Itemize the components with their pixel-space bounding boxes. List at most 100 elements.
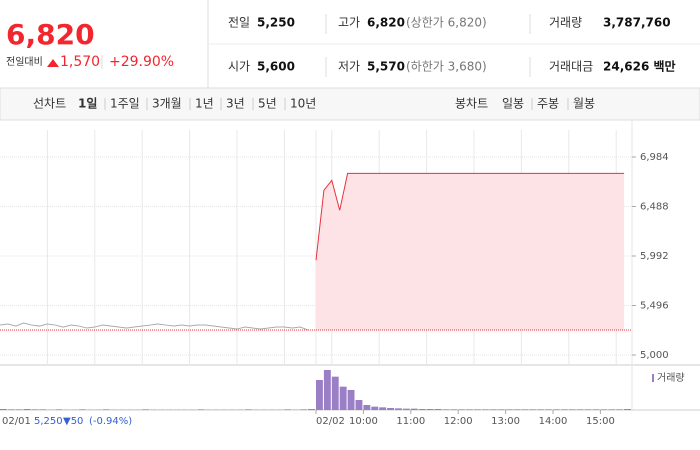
volume-bar bbox=[371, 406, 379, 410]
volume-bar bbox=[576, 409, 584, 410]
volume-bar bbox=[474, 409, 481, 410]
stat-label: 고가 bbox=[338, 16, 360, 30]
volume-bar bbox=[387, 408, 394, 410]
volume-bar bbox=[513, 409, 521, 410]
volume-bar bbox=[55, 409, 63, 410]
volume-bar bbox=[323, 370, 331, 410]
info-pct: (-0.94%) bbox=[89, 416, 132, 427]
stat-value: 3,787,760 bbox=[603, 16, 671, 30]
volume-bar bbox=[434, 409, 442, 410]
stat-value: 24,626 백만 bbox=[603, 59, 676, 74]
volume-bar bbox=[355, 400, 363, 410]
period-tab[interactable]: 1년 bbox=[195, 97, 214, 111]
volume-legend-swatch bbox=[652, 374, 654, 382]
area bbox=[316, 173, 625, 331]
stat-note: (상한가 6,820) bbox=[406, 16, 487, 30]
x-tick-label: 02/01 bbox=[2, 416, 31, 427]
volume-bar bbox=[23, 409, 31, 410]
candle-tab[interactable]: 월봉 bbox=[573, 97, 595, 111]
stat-value: 5,250 bbox=[257, 16, 295, 30]
info-price: 5,250 bbox=[34, 416, 63, 427]
volume-bar bbox=[450, 409, 458, 410]
candle-tab[interactable]: 주봉 bbox=[537, 97, 559, 111]
candle-chart-label: 봉차트 bbox=[455, 97, 488, 111]
volume-bar bbox=[584, 409, 592, 410]
volume-bar bbox=[458, 409, 466, 410]
x-tick-label: 10:00 bbox=[349, 416, 378, 427]
volume-bar bbox=[545, 409, 552, 410]
volume-bar bbox=[316, 380, 323, 410]
volume-bar bbox=[402, 408, 410, 410]
price: 6,820 bbox=[6, 18, 95, 51]
x-tick-label: 12:00 bbox=[444, 416, 473, 427]
volume-bar bbox=[331, 376, 339, 410]
y-tick-label: 5,496 bbox=[640, 301, 669, 312]
period-tab[interactable]: 10년 bbox=[290, 97, 316, 111]
stat-note: (하한가 3,680) bbox=[406, 60, 487, 74]
volume-bar bbox=[608, 409, 616, 410]
x-tick-label: 11:00 bbox=[396, 416, 425, 427]
line-chart-label: 선차트 bbox=[33, 97, 66, 111]
volume-bar bbox=[442, 409, 450, 410]
stat-label: 거래대금 bbox=[549, 60, 593, 74]
change-label: 전일대비 bbox=[6, 56, 43, 68]
info-change: ▼50 bbox=[63, 416, 83, 427]
volume-bar bbox=[537, 409, 545, 410]
tab-bar bbox=[0, 87, 700, 121]
volume-bar bbox=[505, 409, 513, 410]
volume-bar bbox=[7, 409, 15, 410]
volume-bar bbox=[592, 409, 600, 410]
volume-bar bbox=[244, 409, 252, 410]
period-tab[interactable]: 3년 bbox=[226, 97, 245, 111]
x-tick-label: 14:00 bbox=[539, 416, 568, 427]
volume-bar bbox=[284, 409, 292, 410]
volume-bar bbox=[308, 409, 315, 410]
period-tab[interactable]: 1일 bbox=[78, 97, 97, 111]
volume-bar bbox=[79, 409, 86, 410]
y-tick-label: 6,984 bbox=[640, 152, 669, 163]
price-line bbox=[0, 322, 309, 331]
volume-bar bbox=[529, 409, 537, 410]
volume-bar bbox=[489, 409, 497, 410]
volume-bar bbox=[102, 409, 110, 410]
volume-bar bbox=[497, 409, 505, 410]
stat-label: 거래량 bbox=[549, 16, 582, 30]
volume-bar bbox=[347, 390, 355, 410]
volume-bar bbox=[560, 409, 568, 410]
volume-bar bbox=[553, 409, 560, 410]
volume-bar bbox=[600, 409, 608, 410]
x-tick-label: 13:00 bbox=[491, 416, 520, 427]
volume-bar bbox=[197, 409, 205, 410]
y-tick-label: 5,992 bbox=[640, 251, 669, 262]
volume-bar bbox=[418, 409, 426, 410]
volume-bar bbox=[624, 409, 631, 410]
volume-bar bbox=[410, 408, 418, 410]
up-arrow bbox=[47, 59, 59, 67]
x-tick-label: 02/02 bbox=[316, 416, 345, 427]
price-line bbox=[315, 172, 625, 261]
stat-label: 저가 bbox=[338, 60, 360, 74]
volume-bar bbox=[481, 409, 489, 410]
candle-tab[interactable]: 일봉 bbox=[502, 97, 524, 111]
volume-legend: 거래량 bbox=[657, 372, 685, 384]
volume-bar bbox=[395, 408, 402, 410]
volume-bar bbox=[15, 409, 23, 410]
period-tab[interactable]: 3개월 bbox=[152, 97, 182, 111]
period-tab[interactable]: 1주일 bbox=[110, 97, 140, 111]
change: 1,570 bbox=[60, 54, 100, 70]
period-tab[interactable]: 5년 bbox=[258, 97, 277, 111]
stat-label: 전일 bbox=[228, 16, 250, 30]
volume-bar bbox=[379, 407, 387, 410]
stat-label: 시가 bbox=[228, 60, 250, 74]
volume-bar bbox=[300, 409, 308, 410]
y-tick-label: 6,488 bbox=[640, 202, 669, 213]
x-tick-label: 15:00 bbox=[586, 416, 615, 427]
volume-bar bbox=[142, 409, 150, 410]
stat-value: 5,600 bbox=[257, 60, 295, 74]
volume-bar bbox=[616, 409, 624, 410]
stat-value: 5,570 bbox=[367, 60, 405, 74]
volume-bar bbox=[339, 386, 347, 410]
volume-bar bbox=[31, 409, 39, 410]
volume-bar bbox=[0, 409, 7, 410]
